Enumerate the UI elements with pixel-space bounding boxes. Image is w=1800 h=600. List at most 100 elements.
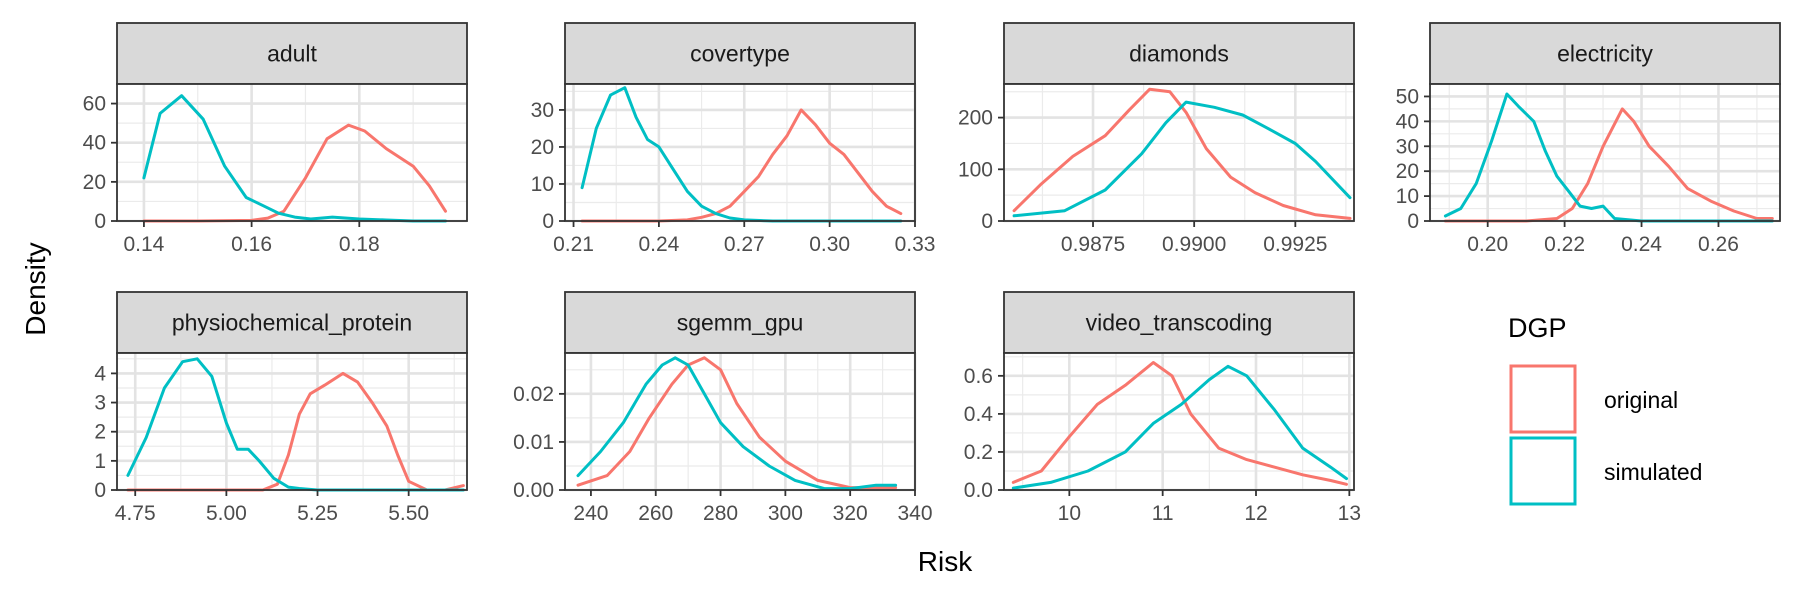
x-tick-label: 0.16 xyxy=(231,233,272,256)
x-tick-label: 260 xyxy=(638,502,673,525)
x-tick-label: 5.25 xyxy=(297,502,338,525)
y-tick-label: 0.4 xyxy=(964,403,994,426)
x-tick-label: 0.20 xyxy=(1467,233,1508,256)
y-tick-label: 10 xyxy=(531,173,554,196)
plot-background xyxy=(565,353,915,490)
x-tick-label: 0.27 xyxy=(724,233,765,256)
strip-background xyxy=(1003,22,1355,85)
y-tick-label: 0.6 xyxy=(964,365,993,388)
panel-border xyxy=(116,83,468,222)
x-axis-title: Risk xyxy=(918,546,973,577)
strip-background xyxy=(1429,22,1781,85)
strip-label: covertype xyxy=(690,41,790,67)
strip-label: physiochemical_protein xyxy=(172,310,412,336)
panel-diamonds: diamonds 0.9875 0.9900 0.9925 0 100 200 xyxy=(958,22,1355,256)
y-tick-label: 20 xyxy=(1396,160,1419,183)
y-tick-label: 50 xyxy=(1396,85,1419,108)
strip-label: diamonds xyxy=(1129,41,1229,67)
y-tick-label: 40 xyxy=(83,132,106,155)
panel-border xyxy=(564,83,916,222)
x-tick-label: 240 xyxy=(573,502,608,525)
density-line-original xyxy=(576,356,898,490)
density-line-simulated xyxy=(1443,92,1774,223)
x-tick-label: 5.50 xyxy=(388,502,429,525)
panel-sgemm-gpu: sgemm_gpu 240 260 280 300 320 340 0.00 0.01 0.02 xyxy=(513,291,933,525)
strip-background xyxy=(564,22,916,85)
x-tick-label: 12 xyxy=(1244,502,1267,525)
y-tick-label: 20 xyxy=(531,136,554,159)
y-tick-label: 1 xyxy=(94,450,106,473)
legend-label-simulated: simulated xyxy=(1604,459,1702,485)
density-line-original xyxy=(1011,361,1348,486)
legend-title: DGP xyxy=(1508,313,1567,343)
plot-background xyxy=(1430,84,1780,221)
x-tick-label: 0.22 xyxy=(1544,233,1585,256)
y-tick-label: 4 xyxy=(94,362,106,385)
y-tick-label: 0 xyxy=(1407,210,1419,233)
y-tick-label: 30 xyxy=(1396,135,1419,158)
x-tick-label: 0.26 xyxy=(1698,233,1739,256)
y-tick-label: 20 xyxy=(83,171,106,194)
y-tick-label: 3 xyxy=(94,392,106,415)
x-tick-label: 0.24 xyxy=(1621,233,1662,256)
x-tick-label: 0.14 xyxy=(123,233,164,256)
panel-adult: adult 0.14 0.16 0.18 0 20 40 60 xyxy=(83,22,468,256)
density-line-original xyxy=(1012,87,1352,220)
y-tick-label: 100 xyxy=(958,158,993,181)
panel-physiochemical-protein: physiochemical_protein 4.75 5.00 5.25 5.50 0 1… xyxy=(94,291,468,525)
panel-border xyxy=(116,352,468,491)
y-tick-label: 60 xyxy=(83,93,106,116)
panel-video-transcoding: video_transcoding 10 11 12 13 0.0 0.2 0.4 0.6 xyxy=(964,291,1361,525)
x-tick-label: 300 xyxy=(768,502,803,525)
x-tick-label: 280 xyxy=(703,502,738,525)
x-tick-label: 10 xyxy=(1058,502,1081,525)
density-line-simulated xyxy=(1011,364,1348,490)
y-tick-label: 0.01 xyxy=(513,431,554,454)
density-line-simulated xyxy=(142,94,447,223)
strip-background xyxy=(1003,291,1355,354)
strip-background xyxy=(116,22,468,85)
panel-border xyxy=(1003,83,1355,222)
x-tick-label: 0.9925 xyxy=(1263,233,1327,256)
x-tick-label: 0.33 xyxy=(895,233,936,256)
y-tick-label: 0 xyxy=(981,210,993,233)
x-tick-label: 4.75 xyxy=(115,502,156,525)
y-tick-label: 0.0 xyxy=(964,479,993,502)
density-line-simulated xyxy=(1012,100,1352,218)
x-tick-label: 0.21 xyxy=(553,233,594,256)
legend: DGP original simulated xyxy=(1508,313,1702,506)
panel-border xyxy=(1429,83,1781,222)
density-line-original xyxy=(126,371,465,492)
y-tick-label: 0 xyxy=(94,479,106,502)
density-line-original xyxy=(580,108,903,223)
y-axis-title: Density xyxy=(20,242,51,335)
y-tick-label: 0.02 xyxy=(513,383,554,406)
x-tick-label: 0.30 xyxy=(809,233,850,256)
plot-background xyxy=(565,84,915,221)
x-tick-label: 0.18 xyxy=(339,233,380,256)
y-tick-label: 0 xyxy=(94,210,106,233)
strip-background xyxy=(116,291,468,354)
x-tick-label: 5.00 xyxy=(206,502,247,525)
y-tick-label: 0.2 xyxy=(964,441,993,464)
y-tick-label: 0 xyxy=(542,210,554,233)
x-tick-label: 340 xyxy=(897,502,932,525)
strip-label: sgemm_gpu xyxy=(677,310,804,336)
y-tick-label: 2 xyxy=(94,421,106,444)
y-tick-label: 40 xyxy=(1396,110,1419,133)
strip-label: video_transcoding xyxy=(1086,310,1273,336)
x-tick-label: 0.9900 xyxy=(1162,233,1226,256)
panel-covertype: covertype 0.21 0.24 0.27 0.30 0.33 0 10 20 30 xyxy=(531,22,936,256)
density-line-original xyxy=(1443,107,1774,223)
x-tick-label: 0.24 xyxy=(638,233,679,256)
panel-border xyxy=(1003,352,1355,491)
x-tick-label: 0.9875 xyxy=(1061,233,1125,256)
plot-background xyxy=(1004,353,1354,490)
density-line-simulated xyxy=(576,356,898,491)
y-tick-label: 10 xyxy=(1396,185,1419,208)
x-tick-label: 11 xyxy=(1152,502,1174,525)
x-tick-label: 13 xyxy=(1338,502,1361,525)
